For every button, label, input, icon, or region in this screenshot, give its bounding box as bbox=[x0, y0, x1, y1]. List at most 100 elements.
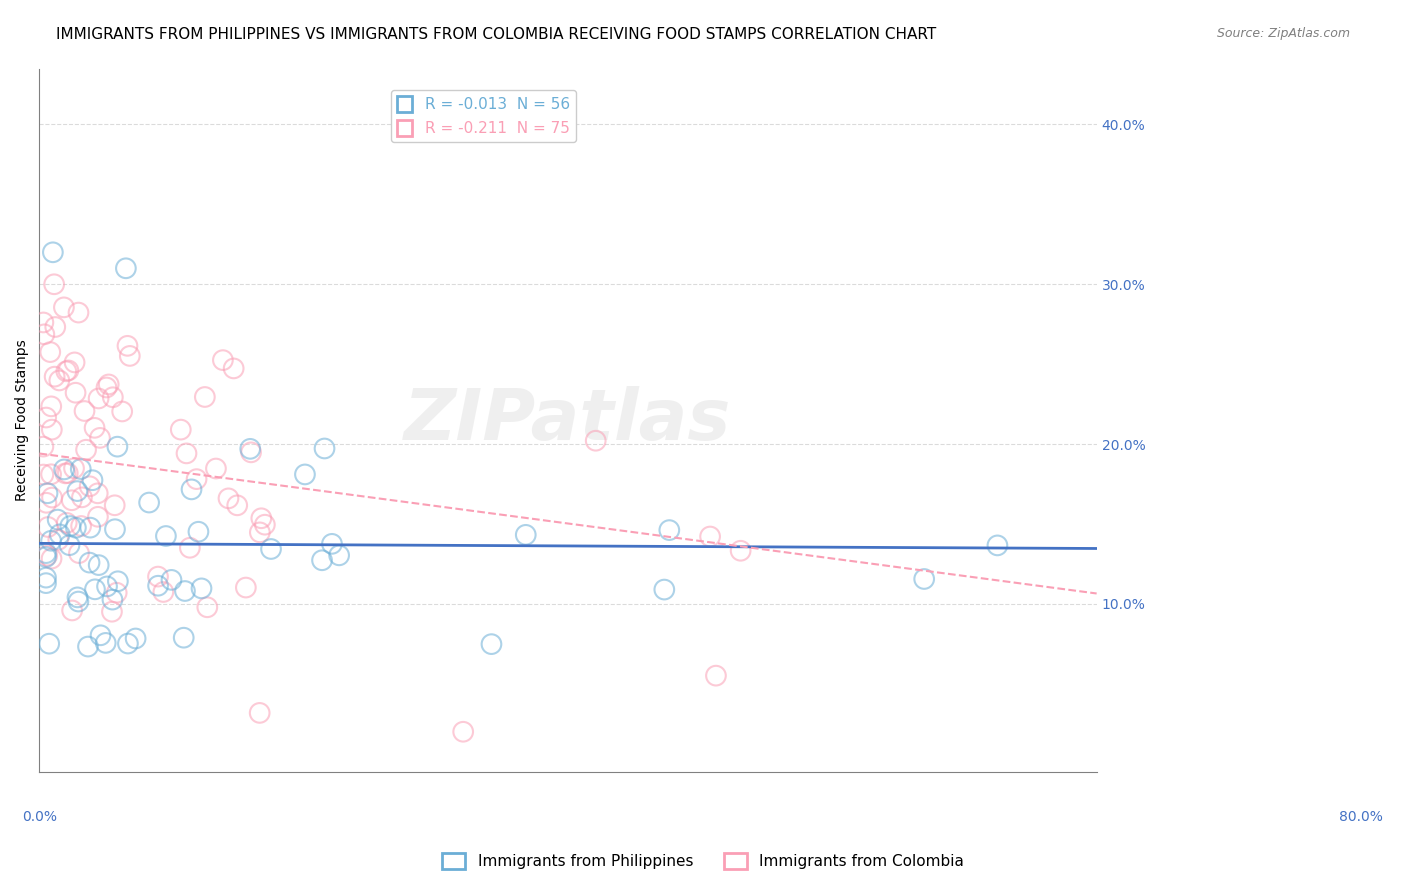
Point bbox=[190, 582, 212, 596]
Point bbox=[70, 519, 93, 533]
Point bbox=[69, 462, 91, 476]
Point bbox=[912, 572, 935, 586]
Point bbox=[160, 573, 183, 587]
Legend: Immigrants from Philippines, Immigrants from Colombia: Immigrants from Philippines, Immigrants … bbox=[436, 847, 970, 875]
Point bbox=[146, 579, 169, 593]
Text: 80.0%: 80.0% bbox=[1339, 810, 1384, 824]
Point bbox=[90, 628, 112, 642]
Point bbox=[704, 668, 727, 682]
Point bbox=[67, 305, 90, 319]
Point bbox=[226, 499, 249, 513]
Point bbox=[39, 400, 62, 414]
Point bbox=[32, 440, 55, 454]
Point bbox=[253, 517, 276, 532]
Point bbox=[87, 509, 110, 524]
Point bbox=[118, 349, 141, 363]
Point bbox=[38, 637, 60, 651]
Point bbox=[63, 355, 86, 369]
Point bbox=[32, 467, 55, 482]
Point bbox=[96, 579, 118, 593]
Point bbox=[730, 543, 752, 558]
Legend: R = -0.013  N = 56, R = -0.211  N = 75: R = -0.013 N = 56, R = -0.211 N = 75 bbox=[391, 90, 576, 142]
Point bbox=[39, 533, 62, 548]
Point bbox=[59, 519, 82, 533]
Point bbox=[41, 423, 63, 437]
Point bbox=[35, 549, 58, 564]
Point bbox=[107, 574, 129, 589]
Point bbox=[117, 339, 139, 353]
Point bbox=[79, 556, 101, 570]
Point bbox=[314, 442, 336, 456]
Point bbox=[73, 404, 96, 418]
Point bbox=[515, 528, 537, 542]
Text: ZIPatlas: ZIPatlas bbox=[405, 385, 731, 455]
Point bbox=[35, 546, 58, 560]
Point bbox=[180, 483, 202, 497]
Point bbox=[41, 551, 63, 566]
Point bbox=[52, 301, 75, 315]
Point bbox=[75, 442, 97, 457]
Point bbox=[699, 529, 721, 543]
Point bbox=[658, 523, 681, 537]
Point bbox=[179, 541, 201, 555]
Point bbox=[104, 522, 127, 536]
Point bbox=[239, 442, 262, 456]
Point bbox=[53, 462, 76, 476]
Point bbox=[117, 636, 139, 650]
Point bbox=[205, 461, 228, 475]
Point bbox=[55, 364, 77, 378]
Point bbox=[39, 345, 62, 359]
Point bbox=[58, 363, 80, 377]
Point bbox=[138, 495, 160, 509]
Y-axis label: Receiving Food Stamps: Receiving Food Stamps bbox=[15, 339, 30, 501]
Point bbox=[67, 546, 90, 560]
Point bbox=[260, 541, 283, 556]
Point bbox=[249, 525, 271, 540]
Point bbox=[35, 496, 58, 510]
Text: 0.0%: 0.0% bbox=[22, 810, 56, 824]
Point bbox=[70, 491, 93, 505]
Point bbox=[212, 353, 235, 368]
Point bbox=[37, 549, 59, 563]
Point bbox=[87, 486, 110, 500]
Point bbox=[67, 594, 90, 608]
Point bbox=[48, 527, 70, 541]
Point bbox=[44, 320, 66, 334]
Point bbox=[186, 472, 208, 486]
Point bbox=[79, 521, 101, 535]
Text: IMMIGRANTS FROM PHILIPPINES VS IMMIGRANTS FROM COLOMBIA RECEIVING FOOD STAMPS CO: IMMIGRANTS FROM PHILIPPINES VS IMMIGRANT… bbox=[56, 27, 936, 42]
Point bbox=[87, 558, 110, 573]
Point bbox=[174, 584, 197, 599]
Point bbox=[235, 581, 257, 595]
Point bbox=[97, 377, 120, 392]
Point bbox=[155, 529, 177, 543]
Point bbox=[60, 603, 83, 617]
Point bbox=[187, 524, 209, 539]
Point bbox=[321, 537, 343, 551]
Point bbox=[37, 520, 59, 534]
Point bbox=[60, 493, 83, 508]
Point bbox=[240, 445, 263, 459]
Point bbox=[107, 440, 129, 454]
Point bbox=[249, 706, 271, 720]
Point bbox=[311, 553, 333, 567]
Point bbox=[96, 380, 118, 394]
Point bbox=[294, 467, 316, 482]
Point bbox=[58, 538, 80, 552]
Point bbox=[105, 586, 128, 600]
Point bbox=[55, 516, 77, 530]
Point bbox=[44, 369, 66, 384]
Point bbox=[451, 724, 474, 739]
Point bbox=[35, 576, 58, 591]
Point bbox=[42, 245, 65, 260]
Point bbox=[170, 423, 193, 437]
Point bbox=[35, 410, 58, 425]
Point bbox=[34, 327, 56, 342]
Point bbox=[66, 484, 89, 499]
Point bbox=[39, 467, 62, 482]
Point bbox=[104, 498, 127, 512]
Point bbox=[41, 491, 63, 505]
Text: Source: ZipAtlas.com: Source: ZipAtlas.com bbox=[1216, 27, 1350, 40]
Point bbox=[101, 390, 124, 404]
Point bbox=[250, 511, 273, 525]
